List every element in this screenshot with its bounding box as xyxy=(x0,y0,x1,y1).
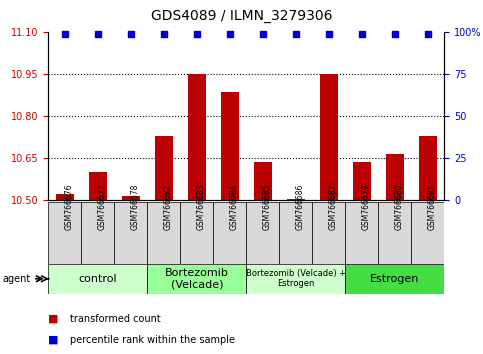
Text: GSM766685: GSM766685 xyxy=(263,183,272,230)
Bar xyxy=(287,199,305,200)
Bar xyxy=(188,74,206,200)
Point xyxy=(391,31,399,36)
Bar xyxy=(147,264,246,294)
Bar xyxy=(419,136,437,200)
Bar xyxy=(412,202,444,264)
Bar xyxy=(246,264,345,294)
Text: transformed count: transformed count xyxy=(70,314,161,324)
Point xyxy=(292,31,299,36)
Bar xyxy=(56,194,74,200)
Bar xyxy=(81,202,114,264)
Bar xyxy=(89,172,107,200)
Text: GSM766677: GSM766677 xyxy=(98,183,107,230)
Bar xyxy=(48,202,81,264)
Bar xyxy=(221,92,239,200)
Text: control: control xyxy=(79,274,117,284)
Bar xyxy=(279,202,313,264)
Bar xyxy=(114,202,147,264)
Text: Bortezomib
(Velcade): Bortezomib (Velcade) xyxy=(165,268,229,290)
Text: GDS4089 / ILMN_3279306: GDS4089 / ILMN_3279306 xyxy=(151,9,332,23)
Text: GSM766676: GSM766676 xyxy=(65,183,74,230)
Text: GSM766680: GSM766680 xyxy=(395,183,404,230)
Text: Estrogen: Estrogen xyxy=(370,274,420,284)
Text: ■: ■ xyxy=(48,314,59,324)
Text: GSM766684: GSM766684 xyxy=(230,183,239,230)
Bar xyxy=(246,202,279,264)
Bar xyxy=(254,162,272,200)
Bar xyxy=(180,202,213,264)
Text: ■: ■ xyxy=(48,335,59,345)
Bar xyxy=(147,202,180,264)
Bar xyxy=(386,154,404,200)
Point xyxy=(424,31,432,36)
Point xyxy=(259,31,267,36)
Bar xyxy=(313,202,345,264)
Point xyxy=(226,31,234,36)
Text: agent: agent xyxy=(2,274,30,284)
Text: GSM766687: GSM766687 xyxy=(329,183,338,230)
Bar xyxy=(213,202,246,264)
Text: GSM766681: GSM766681 xyxy=(428,184,437,230)
Text: GSM766686: GSM766686 xyxy=(296,183,305,230)
Point xyxy=(61,31,69,36)
Point xyxy=(325,31,333,36)
Text: GSM766682: GSM766682 xyxy=(164,184,173,230)
Point xyxy=(358,31,366,36)
Bar xyxy=(353,162,371,200)
Point xyxy=(127,31,135,36)
Point xyxy=(94,31,102,36)
Bar xyxy=(345,264,444,294)
Bar xyxy=(122,196,140,200)
Point xyxy=(160,31,168,36)
Text: GSM766678: GSM766678 xyxy=(131,183,140,230)
Text: percentile rank within the sample: percentile rank within the sample xyxy=(70,335,235,345)
Bar xyxy=(320,74,338,200)
Bar xyxy=(155,136,173,200)
Bar xyxy=(345,202,378,264)
Bar xyxy=(48,264,147,294)
Text: Bortezomib (Velcade) +
Estrogen: Bortezomib (Velcade) + Estrogen xyxy=(246,269,346,289)
Bar xyxy=(378,202,412,264)
Text: GSM766683: GSM766683 xyxy=(197,183,206,230)
Point xyxy=(193,31,201,36)
Text: GSM766679: GSM766679 xyxy=(362,183,371,230)
